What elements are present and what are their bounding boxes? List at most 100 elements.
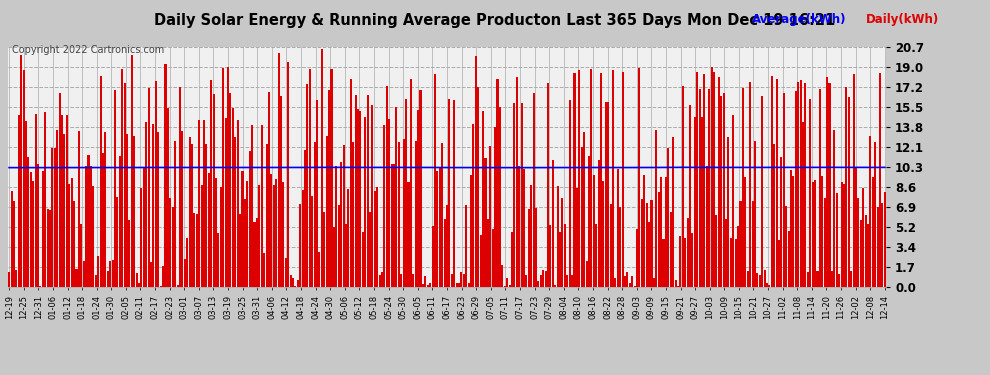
Bar <box>188 137 191 287</box>
Bar <box>104 132 106 287</box>
Bar <box>749 81 751 287</box>
Bar <box>501 265 503 287</box>
Bar <box>453 100 455 287</box>
Bar <box>68 184 70 287</box>
Bar <box>92 186 94 287</box>
Bar <box>716 214 718 287</box>
Bar <box>432 226 434 287</box>
Bar <box>615 278 617 287</box>
Bar <box>297 279 299 287</box>
Bar <box>208 173 210 287</box>
Bar <box>242 171 244 287</box>
Bar <box>282 182 284 287</box>
Bar <box>521 104 523 287</box>
Bar <box>677 286 679 287</box>
Bar <box>564 224 566 287</box>
Bar <box>547 83 549 287</box>
Bar <box>448 99 450 287</box>
Bar <box>742 88 743 287</box>
Bar <box>648 222 650 287</box>
Bar <box>696 72 698 287</box>
Bar <box>559 232 561 287</box>
Bar <box>80 225 82 287</box>
Bar <box>568 100 570 287</box>
Bar <box>359 111 361 287</box>
Bar <box>669 212 672 287</box>
Bar <box>213 94 215 287</box>
Bar <box>460 272 462 287</box>
Bar <box>694 117 696 287</box>
Bar <box>728 137 730 287</box>
Bar <box>462 274 465 287</box>
Bar <box>610 204 612 287</box>
Bar <box>222 68 225 287</box>
Bar <box>763 270 765 287</box>
Bar <box>429 283 432 287</box>
Bar <box>102 153 104 287</box>
Bar <box>376 187 378 287</box>
Bar <box>371 105 373 287</box>
Bar <box>117 197 119 287</box>
Bar <box>684 238 686 287</box>
Bar <box>831 271 833 287</box>
Bar <box>169 198 171 287</box>
Bar <box>472 124 474 287</box>
Bar <box>87 154 89 287</box>
Bar <box>422 284 424 287</box>
Bar <box>817 271 819 287</box>
Bar <box>561 198 563 287</box>
Bar <box>788 231 790 287</box>
Bar <box>311 196 313 287</box>
Bar <box>30 172 32 287</box>
Bar <box>97 256 99 287</box>
Bar <box>540 274 542 287</box>
Bar <box>834 130 836 287</box>
Bar <box>506 278 508 287</box>
Bar <box>627 272 629 287</box>
Bar <box>201 185 203 287</box>
Bar <box>612 70 614 287</box>
Bar <box>711 66 713 287</box>
Bar <box>427 285 429 287</box>
Bar <box>809 99 811 287</box>
Bar <box>826 77 828 287</box>
Bar <box>198 120 200 287</box>
Bar <box>598 160 600 287</box>
Bar <box>482 111 484 287</box>
Bar <box>812 182 814 287</box>
Bar <box>408 182 410 287</box>
Bar <box>176 285 178 287</box>
Bar <box>771 76 773 287</box>
Bar <box>391 164 393 287</box>
Bar <box>672 136 674 287</box>
Bar <box>331 69 333 287</box>
Bar <box>790 170 792 287</box>
Bar <box>45 112 47 287</box>
Bar <box>328 90 330 287</box>
Bar <box>268 92 270 287</box>
Bar <box>374 190 376 287</box>
Bar <box>551 160 553 287</box>
Bar <box>272 185 275 287</box>
Bar <box>239 214 242 287</box>
Bar <box>386 86 388 287</box>
Bar <box>514 103 516 287</box>
Bar <box>83 261 85 287</box>
Bar <box>275 179 277 287</box>
Bar <box>70 178 72 287</box>
Bar <box>544 271 546 287</box>
Text: Copyright 2022 Cartronics.com: Copyright 2022 Cartronics.com <box>12 45 164 55</box>
Bar <box>879 72 881 287</box>
Bar <box>543 270 545 287</box>
Bar <box>652 279 655 287</box>
Bar <box>475 56 477 287</box>
Bar <box>121 69 123 287</box>
Bar <box>225 118 227 287</box>
Bar <box>800 81 802 287</box>
Bar <box>347 189 349 287</box>
Bar <box>735 239 737 287</box>
Bar <box>369 211 371 287</box>
Bar <box>758 274 760 287</box>
Bar <box>354 95 356 287</box>
Bar <box>617 169 619 287</box>
